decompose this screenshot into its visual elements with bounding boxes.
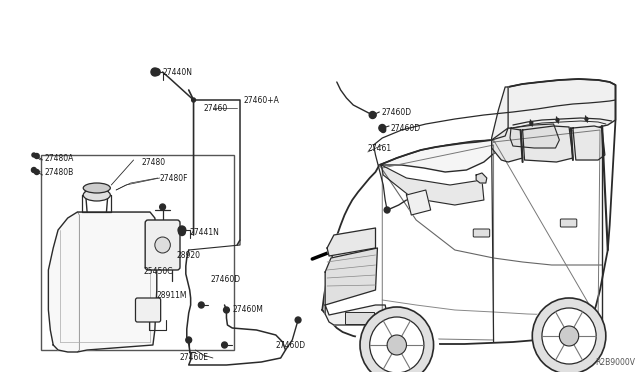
Text: 27460D: 27460D (276, 340, 306, 350)
Circle shape (35, 154, 39, 158)
Text: 27460E: 27460E (179, 353, 208, 362)
Bar (344, 312, 374, 324)
Circle shape (559, 326, 579, 346)
Circle shape (556, 119, 559, 122)
Polygon shape (325, 248, 378, 305)
Text: 27480B: 27480B (45, 167, 74, 176)
Polygon shape (325, 305, 387, 325)
Text: 28911M: 28911M (157, 291, 188, 299)
Text: 28920: 28920 (176, 250, 200, 260)
Polygon shape (327, 228, 376, 256)
Circle shape (179, 228, 186, 235)
Circle shape (154, 68, 160, 76)
Circle shape (178, 226, 186, 234)
FancyBboxPatch shape (473, 229, 490, 237)
FancyBboxPatch shape (136, 298, 161, 322)
Polygon shape (492, 87, 508, 140)
Circle shape (31, 167, 36, 173)
Polygon shape (492, 128, 523, 162)
Text: 27460+A: 27460+A (244, 96, 280, 105)
Polygon shape (406, 190, 431, 215)
Polygon shape (380, 128, 508, 172)
Circle shape (384, 207, 390, 213)
Circle shape (371, 112, 376, 118)
Circle shape (198, 302, 204, 308)
Polygon shape (323, 79, 616, 344)
Text: 27440N: 27440N (163, 67, 193, 77)
Circle shape (160, 204, 166, 210)
Polygon shape (355, 313, 438, 345)
Circle shape (223, 307, 229, 313)
Polygon shape (510, 124, 559, 148)
Circle shape (379, 125, 386, 131)
Polygon shape (573, 126, 605, 160)
Polygon shape (381, 165, 484, 205)
Circle shape (370, 317, 424, 372)
Circle shape (32, 153, 36, 157)
Circle shape (186, 337, 191, 343)
Text: 27460D: 27460D (391, 124, 421, 132)
Circle shape (151, 68, 159, 76)
Text: 27460D: 27460D (381, 108, 412, 116)
Text: 27441N: 27441N (189, 228, 220, 237)
Text: 27480A: 27480A (45, 154, 74, 163)
Text: 27460: 27460 (204, 103, 227, 112)
Circle shape (532, 298, 606, 372)
Ellipse shape (83, 189, 110, 201)
Circle shape (221, 342, 227, 348)
Ellipse shape (83, 183, 110, 193)
Text: 27461: 27461 (368, 144, 392, 153)
Text: 27460M: 27460M (232, 305, 263, 314)
Circle shape (369, 112, 376, 119)
Polygon shape (527, 304, 611, 336)
Polygon shape (476, 173, 487, 183)
Text: 27480F: 27480F (160, 173, 188, 183)
Circle shape (381, 128, 386, 132)
Circle shape (530, 122, 532, 125)
Circle shape (155, 237, 170, 253)
Text: 27480: 27480 (141, 157, 165, 167)
Circle shape (360, 307, 433, 372)
Circle shape (35, 170, 39, 174)
Polygon shape (49, 212, 157, 352)
FancyBboxPatch shape (561, 219, 577, 227)
Text: 25450C: 25450C (143, 267, 173, 276)
Circle shape (387, 335, 406, 355)
FancyBboxPatch shape (145, 220, 180, 270)
Polygon shape (508, 79, 616, 132)
Circle shape (191, 98, 195, 102)
Text: 27460D: 27460D (211, 276, 241, 285)
Bar (41, 155, 234, 350)
Polygon shape (523, 126, 573, 162)
Circle shape (542, 308, 596, 364)
Circle shape (585, 118, 588, 121)
Circle shape (295, 317, 301, 323)
Text: R2B9000V: R2B9000V (595, 358, 635, 367)
